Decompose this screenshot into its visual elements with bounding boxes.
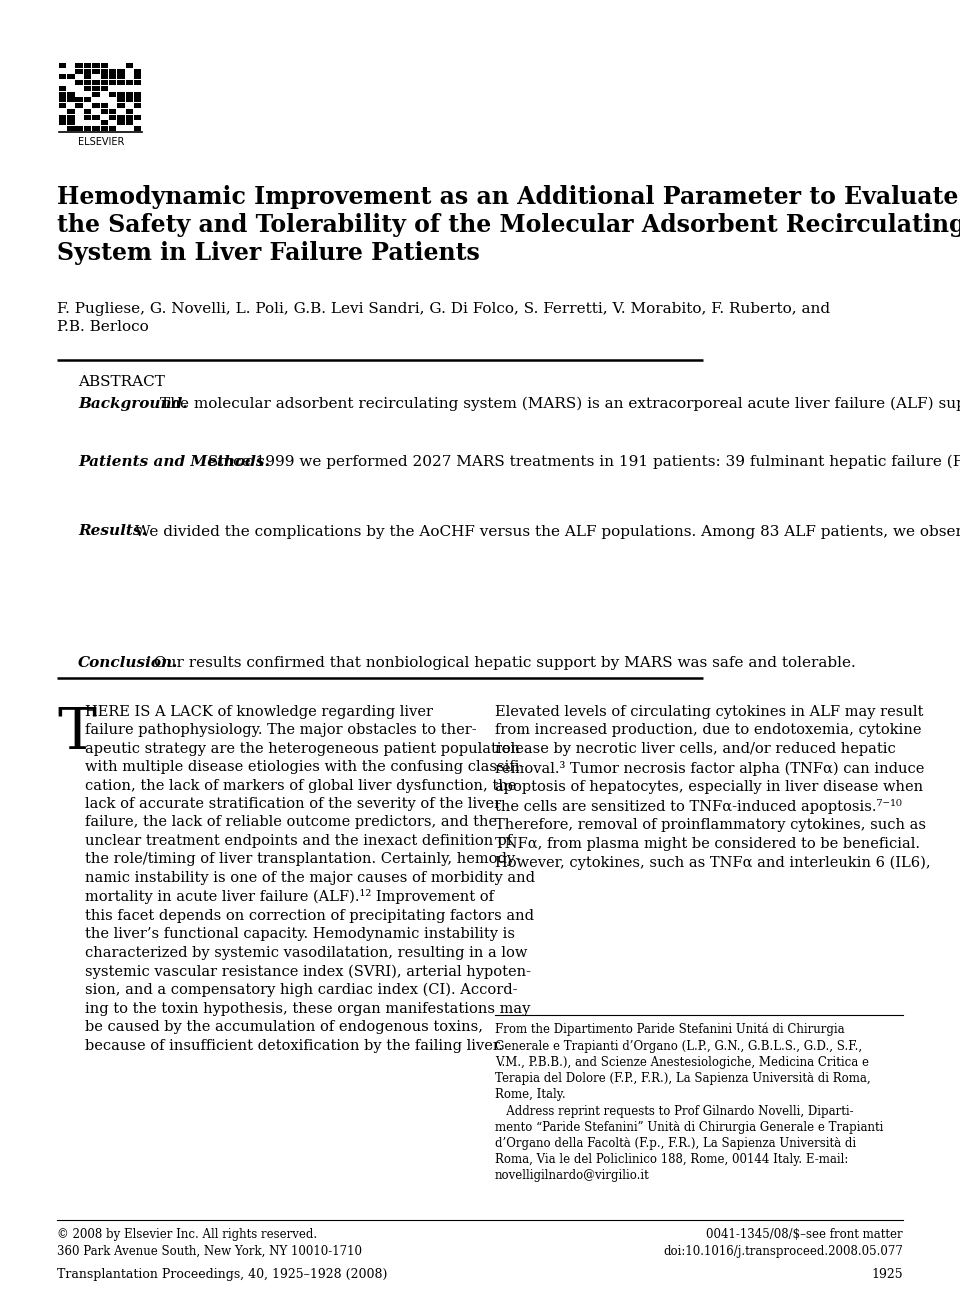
Bar	[59, 63, 66, 68]
Bar	[126, 108, 133, 114]
Text: Since 1999 we performed 2027 MARS treatments in 191 patients: 39 fulminant hepat: Since 1999 we performed 2027 MARS treatm…	[208, 455, 960, 470]
Bar	[134, 68, 141, 74]
Bar	[76, 103, 83, 108]
Bar	[59, 98, 66, 102]
Bar	[92, 86, 100, 90]
Bar	[59, 120, 66, 125]
Bar	[101, 80, 108, 85]
Bar	[126, 115, 133, 120]
Bar	[126, 120, 133, 125]
Bar	[134, 98, 141, 102]
Text: Background.: Background.	[78, 397, 187, 412]
Bar	[117, 120, 125, 125]
Bar	[117, 98, 125, 102]
Bar	[67, 126, 75, 132]
Bar	[76, 68, 83, 74]
Bar	[108, 68, 116, 74]
Bar	[84, 68, 91, 74]
Text: Conclusion.: Conclusion.	[78, 657, 179, 670]
Bar	[67, 108, 75, 114]
Bar	[84, 80, 91, 85]
Bar	[76, 126, 83, 132]
Bar	[108, 108, 116, 114]
Bar	[84, 98, 91, 102]
Bar	[108, 92, 116, 97]
Bar	[59, 75, 66, 80]
Bar	[108, 126, 116, 132]
Bar	[117, 115, 125, 120]
Bar	[134, 126, 141, 132]
Bar	[126, 63, 133, 68]
Bar	[134, 75, 141, 80]
Text: 1925: 1925	[872, 1268, 903, 1281]
Text: We divided the complications by the AoCHF versus the ALF populations. Among 83 A: We divided the complications by the AoCH…	[135, 524, 960, 539]
Bar	[101, 120, 108, 125]
Bar	[67, 75, 75, 80]
Bar	[101, 86, 108, 90]
Bar	[117, 68, 125, 74]
Bar	[84, 86, 91, 90]
Bar	[67, 115, 75, 120]
Text: ELSEVIER: ELSEVIER	[78, 137, 124, 147]
Bar	[92, 115, 100, 120]
Bar	[108, 80, 116, 85]
Bar	[101, 103, 108, 108]
Bar	[84, 115, 91, 120]
Bar	[67, 92, 75, 97]
Bar	[101, 63, 108, 68]
Bar	[117, 103, 125, 108]
Bar	[126, 98, 133, 102]
Bar	[92, 103, 100, 108]
Bar	[101, 68, 108, 74]
Text: Elevated levels of circulating cytokines in ALF may result
from increased produc: Elevated levels of circulating cytokines…	[495, 706, 930, 869]
Text: 0041-1345/08/$–see front matter
doi:10.1016/j.transproceed.2008.05.077: 0041-1345/08/$–see front matter doi:10.1…	[663, 1228, 903, 1258]
Bar	[117, 75, 125, 80]
Bar	[84, 108, 91, 114]
Text: © 2008 by Elsevier Inc. All rights reserved.
360 Park Avenue South, New York, NY: © 2008 by Elsevier Inc. All rights reser…	[57, 1228, 362, 1258]
Bar	[101, 108, 108, 114]
Text: T: T	[57, 706, 96, 761]
Bar	[134, 115, 141, 120]
Bar	[59, 103, 66, 108]
Text: Our results confirmed that nonbiological hepatic support by MARS was safe and to: Our results confirmed that nonbiological…	[154, 657, 855, 670]
Bar	[92, 92, 100, 97]
Text: Hemodynamic Improvement as an Additional Parameter to Evaluate
the Safety and To: Hemodynamic Improvement as an Additional…	[57, 184, 960, 266]
Bar	[84, 126, 91, 132]
Text: Transplantation Proceedings, 40, 1925–1928 (2008): Transplantation Proceedings, 40, 1925–19…	[57, 1268, 388, 1281]
Bar	[76, 98, 83, 102]
Bar	[134, 92, 141, 97]
Bar	[134, 80, 141, 85]
Bar	[92, 126, 100, 132]
Bar	[92, 68, 100, 74]
Bar	[67, 98, 75, 102]
Bar	[67, 120, 75, 125]
Bar	[126, 92, 133, 97]
Bar	[84, 75, 91, 80]
Text: Results.: Results.	[78, 524, 147, 538]
Bar	[84, 63, 91, 68]
Bar	[108, 75, 116, 80]
Bar	[59, 92, 66, 97]
Bar	[117, 92, 125, 97]
Text: The molecular adsorbent recirculating system (MARS) is an extracorporeal acute l: The molecular adsorbent recirculating sy…	[160, 397, 960, 412]
Text: HERE IS A LACK of knowledge regarding liver
failure pathophysiology. The major o: HERE IS A LACK of knowledge regarding li…	[85, 706, 535, 1053]
Bar	[108, 115, 116, 120]
Bar	[101, 126, 108, 132]
Bar	[92, 63, 100, 68]
Text: ABSTRACT: ABSTRACT	[78, 375, 165, 390]
Bar	[76, 80, 83, 85]
Text: F. Pugliese, G. Novelli, L. Poli, G.B. Levi Sandri, G. Di Folco, S. Ferretti, V.: F. Pugliese, G. Novelli, L. Poli, G.B. L…	[57, 302, 830, 334]
Bar	[59, 86, 66, 90]
Bar	[134, 103, 141, 108]
Bar	[117, 80, 125, 85]
Text: Patients and Methods.: Patients and Methods.	[78, 455, 270, 470]
Bar	[59, 115, 66, 120]
Bar	[92, 80, 100, 85]
Bar	[101, 75, 108, 80]
Bar	[126, 80, 133, 85]
Text: From the Dipartimento Paride Stefanini Unitá di Chirurgia
Generale e Trapianti d: From the Dipartimento Paride Stefanini U…	[495, 1023, 883, 1183]
Bar	[76, 63, 83, 68]
